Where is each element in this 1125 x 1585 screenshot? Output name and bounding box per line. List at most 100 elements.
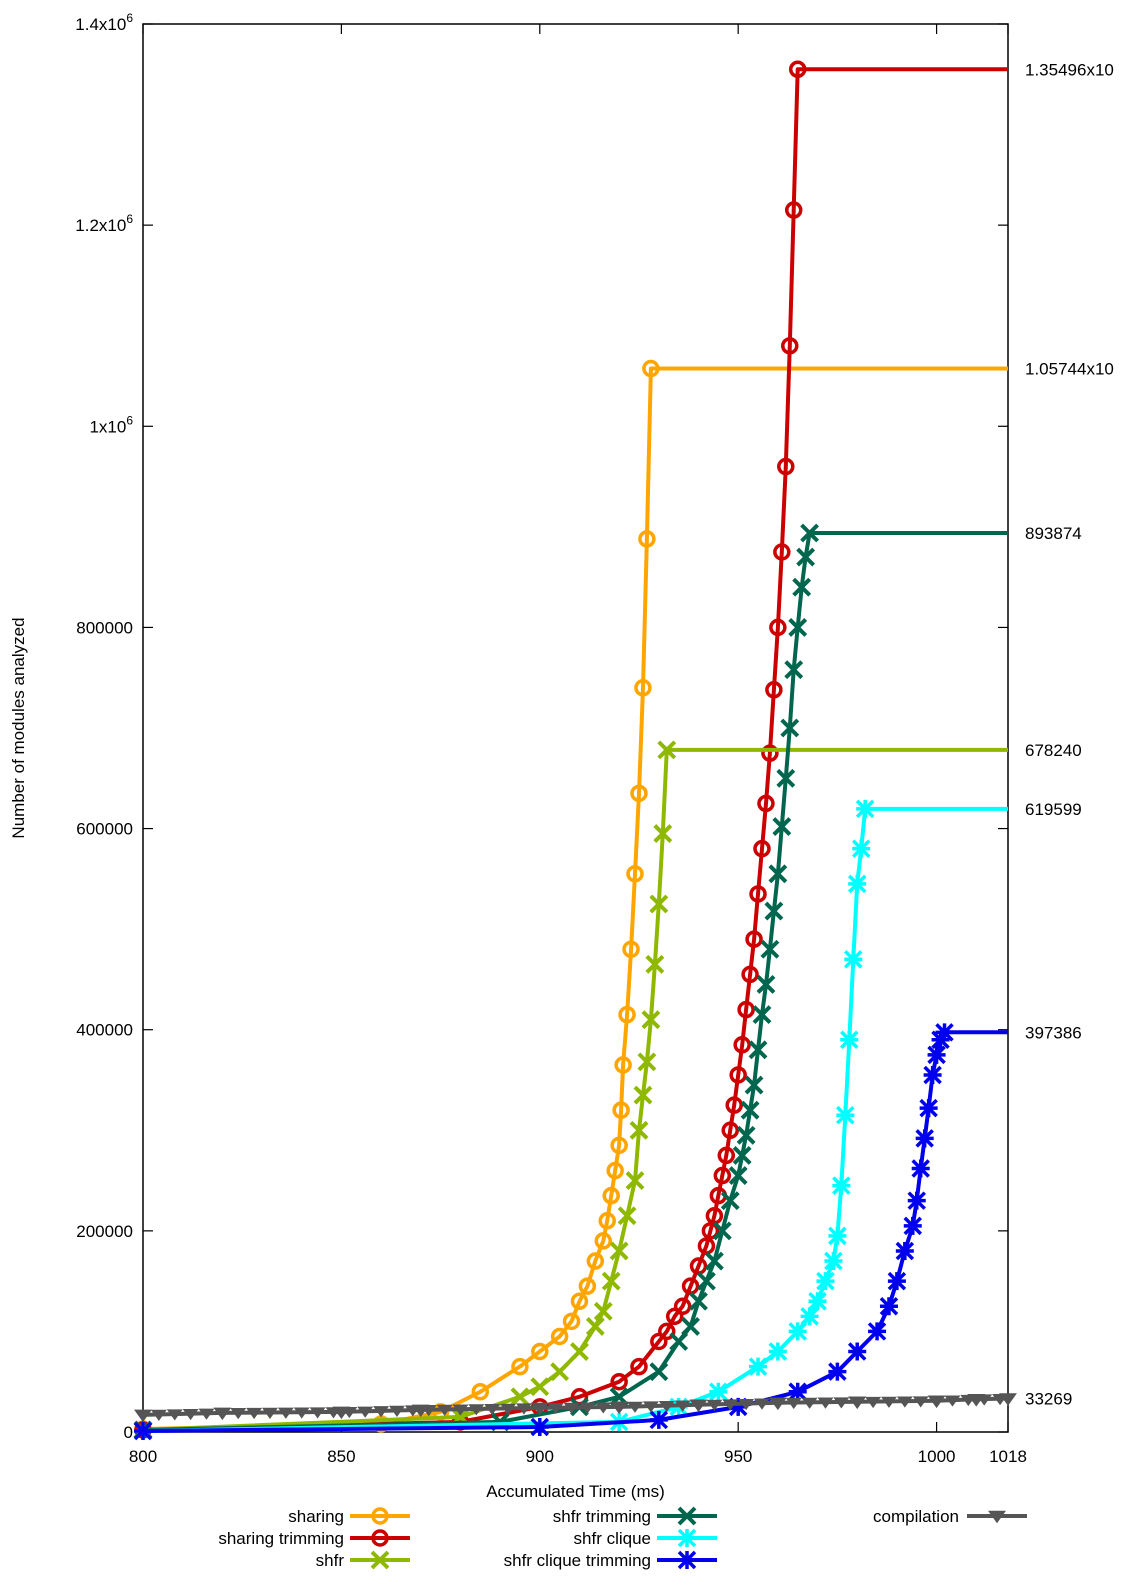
legend-label: shfr [316, 1551, 345, 1570]
y-tick-label: 400000 [76, 1021, 133, 1040]
data-point [817, 1397, 834, 1409]
legend-label: sharing [288, 1507, 344, 1526]
legend-label: shfr clique [574, 1529, 651, 1548]
legend: sharing sharing trimming shfr shfr trimming… [218, 1506, 1027, 1570]
data-point [388, 1405, 405, 1417]
data-point [784, 201, 803, 219]
end-value-label: 1.35496x10 [1025, 60, 1114, 79]
data-point [677, 1528, 697, 1548]
labels-layer: 1.35496x10 1.05744x10 893874 678240 619599 39… [1025, 60, 1114, 1408]
data-point [737, 1000, 755, 1019]
data-point [928, 1396, 945, 1408]
data-point [761, 744, 779, 762]
data-point [784, 660, 804, 680]
x-tick-label: 950 [724, 1447, 752, 1466]
data-point [895, 1241, 915, 1261]
data-point [828, 1362, 847, 1381]
series-shfr [133, 740, 1008, 1440]
data-point [562, 1312, 581, 1331]
y-tick-exponent: 6 [126, 11, 133, 25]
data-point [645, 954, 665, 974]
data-point [697, 1271, 716, 1291]
y-axis-label: Number of modules analyzed [9, 617, 28, 838]
data-point [721, 1121, 739, 1140]
series-line [142, 1030, 1008, 1433]
data-point [704, 1251, 724, 1271]
data-point [262, 1407, 278, 1419]
x-axis-label: Accumulated Time (ms) [486, 1482, 665, 1501]
y-tick-exponent: 6 [126, 212, 133, 226]
data-point [732, 1146, 752, 1165]
data-point [851, 839, 871, 858]
y-tick-label: 800000 [76, 618, 133, 637]
data-point [309, 1407, 326, 1419]
data-point [903, 1216, 923, 1236]
data-point [531, 1342, 549, 1361]
data-point [653, 824, 673, 844]
data-point [919, 1098, 938, 1118]
data-point [637, 1052, 657, 1072]
data-point [705, 1207, 724, 1225]
x-tick-label: 1018 [989, 1447, 1027, 1466]
data-point [792, 577, 812, 597]
data-point [634, 679, 652, 697]
data-point [510, 1387, 530, 1407]
data-point [622, 940, 640, 959]
data-point [931, 1030, 950, 1050]
y-tick-label: 1x106 [89, 413, 133, 436]
data-point [641, 1010, 661, 1030]
data-point [658, 1322, 676, 1341]
data-point [911, 1159, 930, 1178]
end-value-label: 678240 [1025, 741, 1082, 760]
data-point [720, 1191, 740, 1211]
end-value-label: 893874 [1025, 524, 1082, 543]
data-point [785, 1397, 802, 1410]
data-point [133, 1421, 153, 1441]
legend-item-compilation: compilation [873, 1507, 1027, 1526]
data-point [690, 1400, 707, 1412]
x-tick-label: 800 [129, 1447, 157, 1466]
data-point [729, 1066, 747, 1084]
data-point [748, 1357, 768, 1376]
data-point [773, 543, 791, 561]
data-point [618, 1005, 636, 1024]
data-point [468, 1404, 485, 1416]
data-point [198, 1408, 215, 1420]
data-point [601, 1271, 621, 1291]
data-point [341, 1406, 358, 1419]
data-point [788, 1322, 807, 1341]
series-sharing [134, 359, 1008, 1438]
data-point [625, 1171, 645, 1190]
data-point [847, 1342, 867, 1361]
data-point [733, 1036, 751, 1054]
data-point [722, 1399, 739, 1411]
data-point [214, 1408, 231, 1420]
data-point [658, 1400, 675, 1413]
series-sharing-trimming [134, 60, 1008, 1439]
data-point [657, 740, 677, 760]
series-layer [133, 60, 1017, 1441]
data-point [547, 1402, 564, 1415]
series-shfr-clique-trimming [133, 1023, 1008, 1441]
data-point [550, 1327, 569, 1346]
data-point [606, 1161, 624, 1180]
data-point [738, 1398, 755, 1411]
data-point [677, 1550, 697, 1570]
data-point [630, 784, 648, 803]
data-point [627, 1401, 643, 1413]
y-tick-exponent: 6 [126, 413, 133, 427]
data-point [642, 1401, 659, 1413]
series-shfr-clique [133, 799, 1008, 1441]
data-point [764, 901, 784, 921]
data-point [578, 1277, 597, 1295]
end-value-label: 397386 [1025, 1023, 1082, 1042]
data-point [713, 1166, 732, 1185]
data-point [669, 1332, 689, 1351]
end-value-label: 33269 [1025, 1390, 1072, 1409]
data-point [840, 1030, 859, 1050]
data-point [915, 1129, 934, 1148]
data-point [865, 1396, 882, 1409]
data-point [674, 1400, 691, 1412]
data-point [744, 1075, 764, 1095]
